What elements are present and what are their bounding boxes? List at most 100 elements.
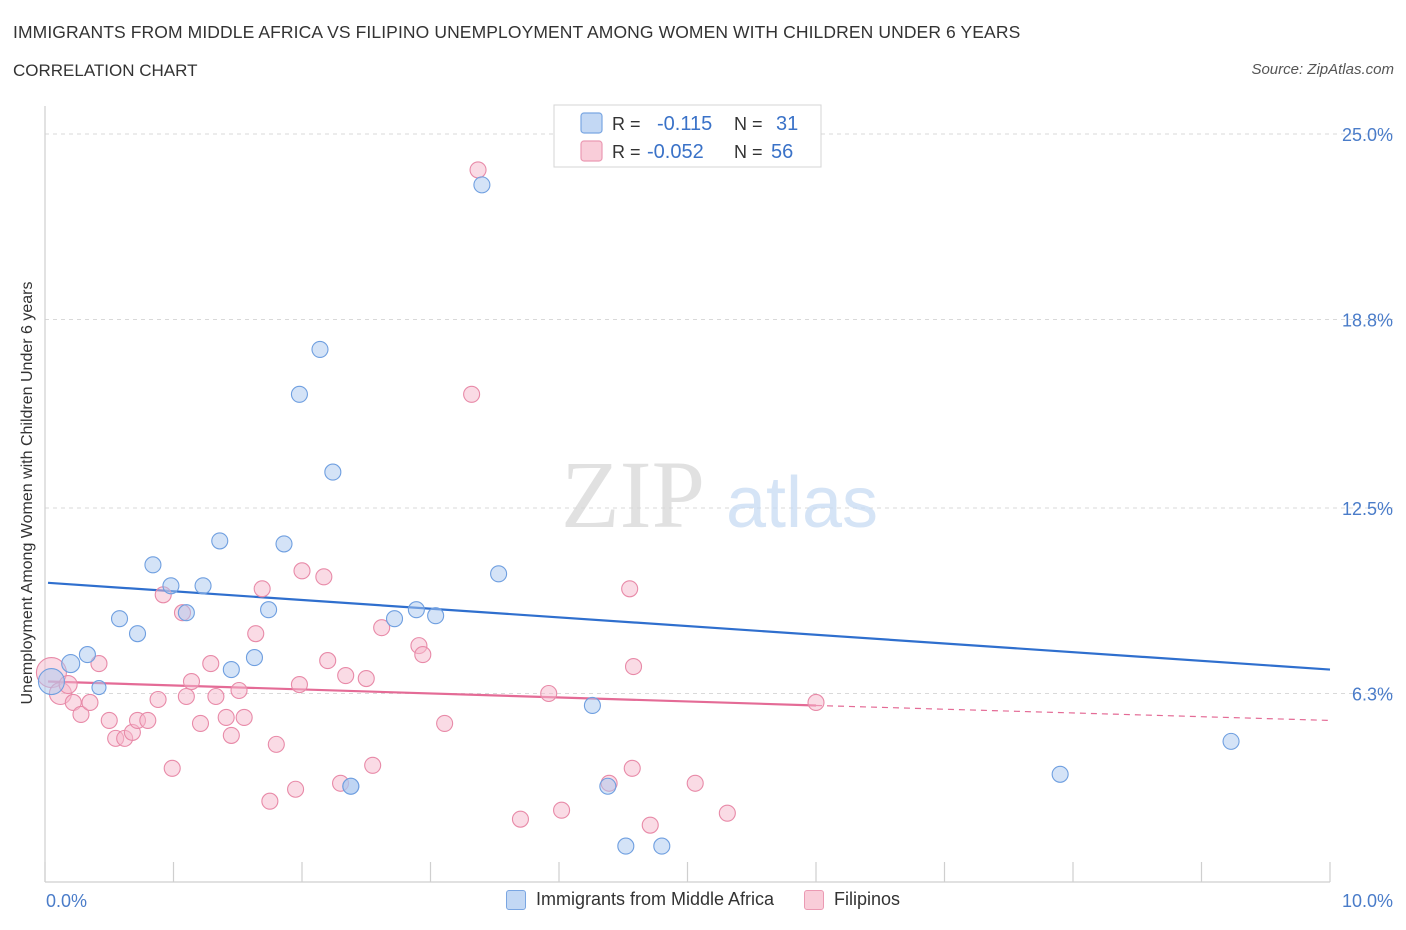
point-middle-africa: [144, 556, 162, 574]
point-filipinos: [139, 711, 157, 729]
legend-label: Immigrants from Middle Africa: [535, 889, 775, 909]
trend-line-filipinos: [47, 680, 817, 707]
watermark-zip: ZIP: [561, 441, 705, 548]
point-middle-africa: [275, 535, 293, 553]
point-filipinos: [182, 672, 201, 691]
point-middle-africa: [61, 654, 81, 674]
point-middle-africa: [599, 777, 617, 795]
point-filipinos: [315, 568, 333, 586]
stats-n-value: 56: [771, 141, 793, 163]
point-filipinos: [267, 735, 285, 753]
stats-r-label: R =: [612, 142, 641, 162]
y-tick-label: 6.3%: [1352, 685, 1393, 705]
point-middle-africa: [324, 463, 342, 481]
stats-n-label: N =: [734, 142, 763, 162]
legend-item-middle-africa[interactable]: Immigrants from Middle Africa: [505, 889, 775, 910]
legend: Immigrants from Middle Africa Filipinos: [0, 889, 1406, 910]
y-tick-label: 25.0%: [1342, 125, 1393, 145]
point-middle-africa: [194, 577, 212, 595]
point-filipinos: [247, 625, 265, 643]
point-middle-africa: [37, 667, 65, 696]
point-filipinos: [149, 690, 167, 709]
point-filipinos: [621, 580, 639, 598]
point-middle-africa: [128, 625, 147, 643]
trend-line-filipinos-extension: [815, 704, 1331, 722]
point-filipinos: [81, 693, 99, 712]
point-filipinos: [414, 646, 432, 664]
point-filipinos: [290, 675, 308, 694]
stats-n-value: 31: [776, 113, 798, 135]
point-filipinos: [235, 708, 253, 726]
stats-swatch-pink: [580, 140, 603, 162]
point-filipinos: [230, 681, 248, 700]
stats-r-label: R =: [612, 114, 641, 134]
point-filipinos: [163, 759, 181, 777]
point-middle-africa: [385, 610, 404, 628]
point-middle-africa: [110, 610, 129, 628]
point-middle-africa: [211, 532, 229, 550]
legend-label: Filipinos: [834, 889, 901, 909]
point-filipinos: [337, 667, 355, 685]
stats-r-value: -0.052: [647, 141, 704, 163]
point-filipinos: [540, 684, 558, 703]
point-filipinos: [319, 652, 337, 670]
point-filipinos: [177, 687, 195, 706]
stats-swatch-blue: [580, 112, 603, 134]
tick-labels: 6.3% 12.5% 18.8% 25.0% 0.0% 10.0%: [46, 125, 1393, 911]
stats-n-label: N =: [734, 114, 763, 134]
point-filipinos: [463, 385, 481, 403]
point-filipinos: [90, 655, 108, 673]
point-middle-africa: [583, 696, 601, 715]
point-filipinos: [469, 161, 487, 179]
point-filipinos: [357, 669, 375, 688]
point-middle-africa: [162, 577, 180, 595]
legend-item-filipinos[interactable]: Filipinos: [804, 889, 900, 910]
y-tick-label: 12.5%: [1342, 499, 1393, 519]
point-middle-africa: [91, 679, 107, 696]
point-middle-africa: [653, 837, 671, 855]
grid-lines: [45, 133, 1395, 695]
point-middle-africa: [290, 385, 308, 403]
x-tick-label: 10.0%: [1342, 891, 1393, 911]
point-filipinos: [553, 801, 571, 819]
point-filipinos: [436, 714, 454, 732]
point-filipinos: [686, 774, 704, 792]
point-middle-africa: [245, 649, 264, 667]
stats-legend: R = -0.115 N = 31 R = -0.052 N = 56: [553, 104, 822, 168]
point-filipinos: [222, 726, 240, 744]
point-middle-africa: [1051, 765, 1069, 783]
point-middle-africa: [473, 176, 491, 194]
point-middle-africa: [490, 565, 508, 583]
x-tick-label: 0.0%: [46, 891, 87, 911]
point-filipinos: [253, 580, 271, 598]
point-filipinos: [624, 658, 643, 676]
axes: [44, 106, 1331, 883]
point-filipinos: [72, 705, 90, 723]
point-filipinos: [217, 708, 235, 726]
point-filipinos: [64, 693, 82, 712]
point-filipinos: [718, 804, 736, 822]
point-filipinos: [191, 714, 210, 732]
chart-title: IMMIGRANTS FROM MIDDLE AFRICA VS FILIPIN…: [13, 22, 1021, 42]
point-middle-africa: [427, 607, 445, 625]
legend-swatch-blue: [505, 889, 526, 910]
stats-r-value: -0.115: [657, 113, 712, 135]
point-middle-africa: [311, 340, 329, 358]
point-filipinos: [287, 780, 305, 798]
point-middle-africa: [177, 604, 195, 622]
source-label: Source: ZipAtlas.com: [1251, 61, 1394, 78]
y-tick-label: 18.8%: [1342, 311, 1393, 331]
point-middle-africa: [260, 601, 278, 619]
watermark: ZIP atlas: [561, 441, 878, 548]
point-filipinos: [202, 655, 220, 673]
point-middle-africa: [407, 601, 425, 619]
point-filipinos: [207, 687, 225, 706]
point-filipinos: [623, 759, 641, 777]
watermark-atlas: atlas: [726, 463, 878, 543]
point-filipinos: [807, 693, 825, 712]
trend-lines: [47, 581, 1331, 722]
point-filipinos: [261, 792, 279, 810]
point-filipinos: [100, 711, 118, 729]
point-filipinos: [511, 810, 530, 828]
